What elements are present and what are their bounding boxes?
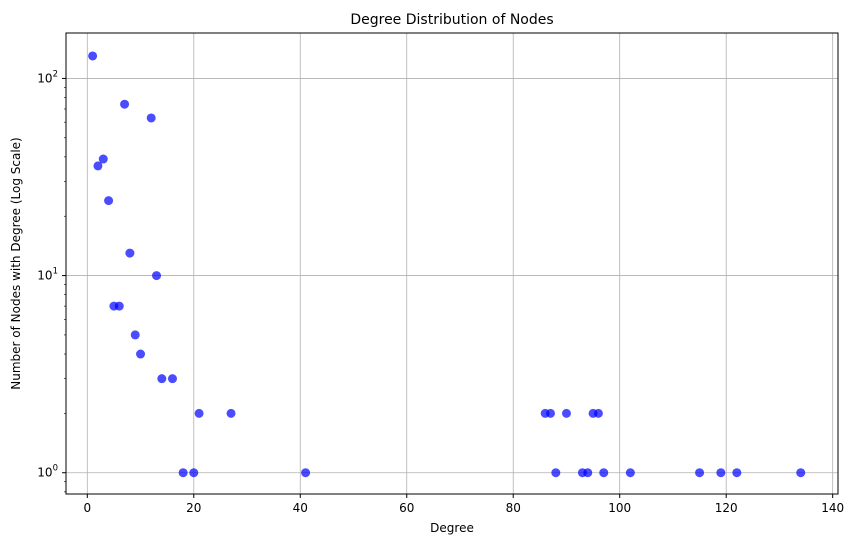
y-axis-ticks: 100 101 102 [37, 69, 66, 493]
data-point [545, 408, 555, 418]
x-tick-label: 80 [506, 501, 521, 515]
data-point [625, 468, 635, 478]
data-point [88, 51, 98, 61]
data-points [88, 51, 806, 478]
data-point [157, 374, 167, 384]
y-tick-label: 101 [37, 267, 58, 283]
grid [66, 33, 838, 494]
x-tick-label: 100 [608, 501, 631, 515]
data-point [593, 408, 603, 418]
data-point [796, 468, 806, 478]
data-point [152, 271, 162, 281]
data-point [178, 468, 188, 478]
data-point [98, 154, 108, 164]
x-tick-label: 40 [293, 501, 308, 515]
data-point [146, 113, 156, 123]
y-axis-label: Number of Nodes with Degree (Log Scale) [9, 137, 23, 389]
y-tick-label: 100 [37, 464, 58, 480]
data-point [104, 196, 114, 206]
x-tick-label: 120 [715, 501, 738, 515]
x-axis-ticks: 0 20 40 60 80 100 120 140 [83, 494, 844, 515]
data-point [130, 330, 140, 340]
chart-title: Degree Distribution of Nodes [350, 12, 553, 28]
data-point [120, 99, 130, 109]
data-point [226, 408, 236, 418]
data-point [136, 349, 146, 359]
plot-frame [65, 32, 839, 495]
y-tick-label: 102 [37, 69, 58, 85]
x-tick-label: 20 [186, 501, 201, 515]
data-point [732, 468, 742, 478]
data-point [114, 301, 124, 311]
x-tick-label: 0 [83, 501, 91, 515]
data-point [194, 408, 204, 418]
data-point [583, 468, 593, 478]
data-point [599, 468, 609, 478]
data-point [561, 408, 571, 418]
data-point [716, 468, 726, 478]
data-point [93, 161, 103, 171]
data-point [551, 468, 561, 478]
data-point [695, 468, 705, 478]
x-axis-label: Degree [430, 521, 474, 535]
data-point [189, 468, 199, 478]
x-tick-label: 140 [821, 501, 844, 515]
data-point [301, 468, 311, 478]
data-point [167, 374, 177, 384]
x-tick-label: 60 [399, 501, 414, 515]
data-point [125, 248, 135, 258]
